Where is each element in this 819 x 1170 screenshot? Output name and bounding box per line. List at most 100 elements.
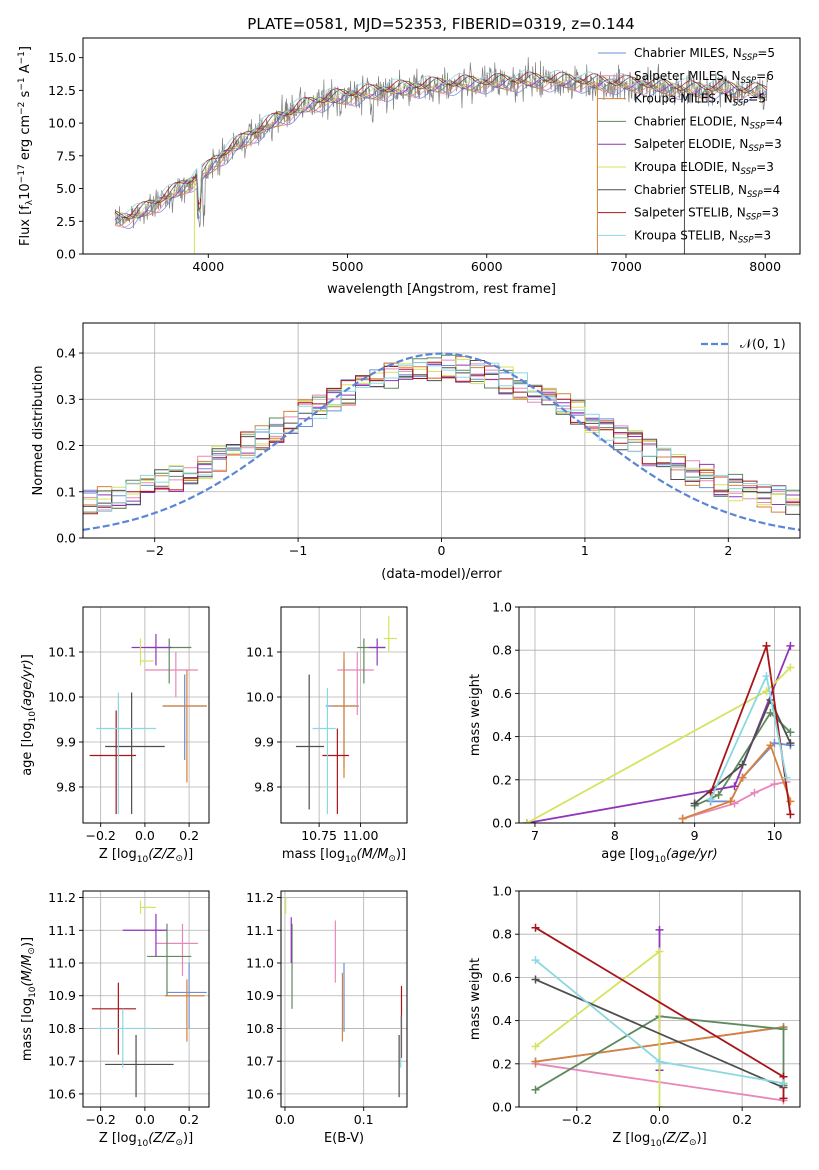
y-tick-label: 0.0: [56, 247, 76, 262]
y-tick-label: 0.0: [492, 816, 512, 831]
mass-weight-marker: [779, 1025, 788, 1034]
y-tick-label: 10.9: [48, 988, 76, 1003]
y-tick-label: 0.8: [492, 927, 512, 942]
y-tick-label: 10.0: [246, 690, 274, 705]
legend: 𝒩(0, 1): [701, 336, 786, 351]
y-tick-label: 9.8: [254, 780, 274, 795]
mass-weight-marker: [655, 925, 664, 934]
model-spectrum-line: [114, 81, 767, 228]
mass-weight-marker: [762, 672, 771, 681]
legend-entry: Chabrier MILES, NSSP=5: [634, 46, 775, 63]
y-tick-label: 1.0: [492, 884, 512, 899]
y-tick-label: 12.5: [48, 83, 76, 98]
x-axis-label: Z [log10(Z/Z⊙)]: [99, 1131, 193, 1149]
x-tick-label: 7: [531, 828, 539, 843]
x-tick-label: 4000: [192, 259, 224, 274]
legend-entry: Salpeter ELODIE, NSSP=3: [634, 137, 782, 154]
legend-entry: Chabrier STELIB, NSSP=4: [634, 183, 780, 200]
y-axis-label: mass weight: [468, 958, 483, 1040]
x-axis-label: (data-model)/error: [381, 567, 502, 582]
mass-weight-marker: [531, 1085, 540, 1094]
legend-entry: Chabrier ELODIE, NSSP=4: [634, 114, 783, 131]
figure-title: PLATE=0581, MJD=52353, FIBERID=0319, z=0…: [247, 15, 634, 33]
mass-weight-marker: [762, 641, 771, 650]
residual-histogram-step: [83, 354, 800, 513]
mass-weight-line: [526, 645, 792, 823]
x-tick-label: 11.00: [343, 828, 379, 843]
mass-weight-marker: [531, 1042, 540, 1051]
y-tick-label: 11.2: [246, 890, 274, 905]
y-tick-label: 0.1: [56, 484, 76, 499]
mass-weight-marker: [655, 1057, 664, 1066]
x-tick-label: 7000: [610, 259, 642, 274]
y-tick-label: 10.0: [48, 690, 76, 705]
axes-frame: [280, 890, 408, 1108]
plot-area-residuals: [83, 352, 800, 531]
panel-age-vs-Z: −0.2 0.0 0.2 9.8 9.9 10.0 10.1 Z [log10(Z/Z⊙)] a…: [20, 606, 210, 865]
mass-weight-line: [535, 978, 784, 1089]
mass-weight-marker: [690, 799, 699, 808]
legend-entry: Kroupa STELIB, NSSP=3: [634, 228, 771, 245]
y-tick-label: 0.8: [492, 643, 512, 658]
mass-weight-marker: [766, 741, 775, 750]
y-tick-label: 10.8: [246, 1021, 274, 1036]
chart-panels: 4000 5000 6000 7000 80000.02.55.07.510.012.5…: [17, 37, 801, 1149]
x-tick-label: 0.2: [179, 828, 199, 843]
mass-weight-line: [694, 697, 792, 805]
panel-mass-vs-Z: −0.2 0.0 0.2 10.6 10.7 10.8 10.9 11.0 11.1 11.2 Z …: [20, 890, 210, 1149]
y-tick-label: 10.8: [48, 1021, 76, 1036]
x-axis-label: wavelength [Angstrom, rest frame]: [327, 282, 556, 297]
mass-weight-marker: [786, 641, 795, 650]
mass-weight-marker: [714, 790, 723, 799]
mass-weight-marker: [522, 819, 531, 823]
legend: Chabrier MILES, NSSP=5 Salpeter MILES, NS…: [598, 46, 783, 245]
plot-area-age-vs-Z: [89, 634, 207, 814]
mass-weight-marker: [531, 1057, 540, 1066]
y-axis-label: Flux [fλ10−17 erg cm−2 s−1 A−1]: [17, 46, 35, 246]
axes-frame: [280, 606, 408, 824]
y-tick-label: 9.9: [254, 735, 274, 750]
y-tick-label: 10.6: [246, 1086, 274, 1101]
y-tick-label: 0.4: [492, 729, 512, 744]
mass-weight-marker: [786, 739, 795, 748]
mass-weight-marker: [750, 788, 759, 797]
y-tick-label: 10.7: [48, 1054, 76, 1069]
y-tick-label: 2.5: [56, 214, 76, 229]
mass-weight-marker: [655, 1103, 664, 1107]
mass-weight-marker: [779, 1079, 788, 1088]
legend-entry: Kroupa MILES, NSSP=5: [634, 92, 766, 109]
y-tick-label: 0.0: [56, 531, 76, 546]
x-tick-label: −1: [289, 543, 307, 558]
mass-weight-marker: [531, 923, 540, 932]
x-tick-label: 6000: [471, 259, 503, 274]
legend-entry: Salpeter MILES, NSSP=6: [634, 69, 774, 86]
panel-age-vs-mass: 10.75 11.00 9.8 9.9 10.0 10.1 mass [log10(M/M⊙…: [246, 606, 408, 865]
x-tick-label: −0.2: [86, 1112, 116, 1127]
y-tick-label: 11.1: [48, 923, 76, 938]
plot-area-age-vs-mass: [295, 616, 398, 814]
x-tick-label: 0.2: [732, 1112, 752, 1127]
y-tick-label: 11.2: [48, 890, 76, 905]
mass-weight-line: [535, 1015, 785, 1091]
mass-weight-marker: [678, 814, 687, 823]
model-spectrum-line: [114, 74, 767, 220]
mass-weight-marker: [786, 810, 795, 819]
residual-histogram-step: [83, 362, 800, 512]
x-axis-label: E(B-V): [324, 1131, 364, 1146]
plot-area-mass-vs-Z: [91, 900, 207, 1098]
axes-frame: [518, 890, 801, 1108]
axes-frame: [82, 890, 210, 1108]
x-tick-label: 10.75: [301, 828, 337, 843]
x-tick-label: 0.0: [650, 1112, 670, 1127]
axes-frame: [82, 606, 210, 824]
mass-weight-marker: [779, 1094, 788, 1103]
y-tick-label: 10.9: [246, 988, 274, 1003]
model-spectrum-line: [114, 73, 767, 220]
y-tick-label: 0.4: [56, 346, 76, 361]
y-axis-label: mass weight: [468, 674, 483, 756]
x-axis-label: Z [log10(Z/Z⊙)]: [99, 847, 193, 865]
panel-mass-vs-ebv: 0.0 0.1 10.6 10.7 10.8 10.9 11.0 11.1 11.2 E(B-V): [246, 890, 408, 1146]
x-tick-label: 0.0: [135, 828, 155, 843]
plot-area-spectrum: [114, 57, 769, 254]
